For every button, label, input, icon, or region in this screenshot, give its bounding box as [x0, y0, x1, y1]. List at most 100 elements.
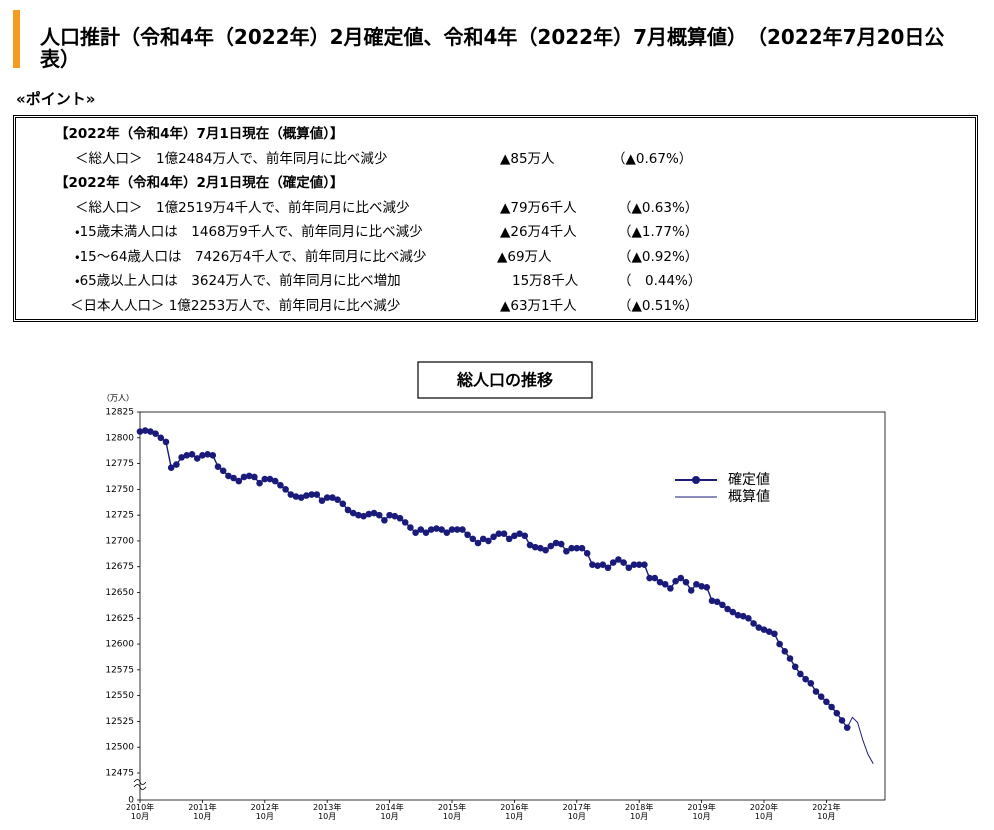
data-point	[287, 491, 295, 498]
data-point	[557, 540, 565, 548]
data-point	[791, 663, 799, 671]
data-point	[401, 519, 409, 526]
series-line	[846, 716, 874, 764]
data-point	[318, 497, 326, 505]
data-point	[375, 511, 383, 519]
y-tick-label: 12525	[105, 717, 134, 727]
data-point	[615, 556, 622, 563]
data-point	[547, 542, 555, 550]
legend-label: 概算値	[728, 489, 770, 505]
data-point	[760, 626, 768, 633]
data-point	[708, 597, 716, 605]
data-point	[656, 578, 664, 586]
data-point	[802, 675, 809, 683]
data-point	[734, 611, 742, 619]
data-point	[355, 511, 362, 519]
data-point	[786, 655, 794, 662]
x-tick-label: 2012年 10月	[250, 803, 279, 821]
data-point	[417, 526, 425, 533]
data-point	[334, 496, 341, 503]
data-point	[381, 517, 388, 524]
x-tick-label: 2020年 10月	[749, 803, 779, 821]
data-point	[604, 564, 612, 572]
data-point	[843, 724, 851, 731]
data-point	[173, 461, 180, 468]
data-point	[599, 561, 607, 568]
data-point	[167, 464, 175, 471]
data-point	[771, 630, 778, 638]
data-point	[765, 628, 773, 635]
point-rate: （▲0.63%）	[618, 200, 699, 216]
data-point	[453, 526, 461, 533]
data-point	[297, 494, 305, 501]
point-text: ＜総人口＞ 1億2519万4千人で、前年同月に比べ減少	[75, 200, 410, 216]
point-change: ▲63万1千人	[500, 298, 577, 314]
data-point	[427, 526, 435, 533]
chart-title-box	[417, 361, 593, 399]
data-point	[349, 509, 357, 517]
data-point	[193, 455, 201, 462]
data-point	[209, 452, 217, 459]
point-change: ▲26万4千人	[500, 224, 577, 240]
data-point	[828, 703, 835, 711]
data-point	[833, 709, 841, 717]
data-point	[589, 561, 596, 568]
data-point	[225, 472, 232, 480]
x-tick-label: 2019年 10月	[687, 803, 716, 821]
y-tick-label: 0	[128, 796, 134, 806]
data-point	[152, 430, 159, 437]
data-point	[641, 561, 648, 568]
data-point	[313, 491, 321, 498]
data-point	[505, 535, 513, 543]
y-tick-label: 12725	[105, 511, 134, 521]
x-tick-label: 2017年 10月	[562, 803, 591, 821]
data-point	[823, 698, 830, 706]
data-point	[682, 578, 690, 586]
data-point	[495, 530, 503, 538]
data-point	[204, 450, 211, 458]
data-point	[271, 477, 279, 485]
data-point	[511, 532, 518, 540]
x-tick-label: 2021年 10月	[812, 803, 841, 821]
data-point	[162, 438, 170, 446]
legend-marker	[692, 476, 700, 484]
point-text: ・15歳未満人口は 1468万9千人で、前年同月に比べ減少	[75, 224, 423, 240]
point-text: ・15～64歳人口は 7426万4千人で、前年同月に比べ減少	[75, 249, 427, 265]
data-point	[292, 493, 300, 500]
chart-title: 総人口の推移	[456, 371, 553, 390]
data-point	[303, 492, 310, 499]
data-point	[251, 473, 258, 481]
data-point	[235, 477, 243, 485]
section-heading: «ポイント»	[16, 90, 96, 108]
y-tick-label: 12775	[105, 459, 134, 469]
y-tick-label: 12800	[105, 433, 134, 443]
data-point	[739, 612, 747, 620]
point-rate: （▲1.77%）	[618, 224, 699, 240]
data-point	[230, 474, 237, 482]
data-point	[183, 452, 191, 459]
data-point	[396, 514, 404, 522]
data-point	[838, 717, 846, 724]
point-text: ＜日本人人口＞ 1億2253万人で、前年同月に比べ減少	[70, 298, 401, 314]
data-point	[479, 535, 487, 543]
data-point	[443, 529, 451, 536]
data-point	[693, 580, 700, 588]
data-point	[672, 577, 679, 585]
data-point	[667, 585, 674, 592]
x-tick-label: 2010年 10月	[125, 803, 155, 821]
data-point	[422, 529, 430, 536]
data-point	[568, 544, 575, 552]
data-point	[698, 583, 705, 590]
data-point	[261, 475, 269, 483]
data-point	[219, 467, 227, 475]
data-point	[526, 541, 534, 549]
data-point	[459, 526, 466, 533]
data-point	[282, 486, 289, 493]
x-tick-label: 2014年 10月	[375, 803, 404, 821]
legend-label: 確定値	[728, 472, 770, 488]
point-change: ▲79万6千人	[500, 200, 577, 216]
data-point	[609, 559, 617, 566]
data-point	[755, 624, 763, 631]
